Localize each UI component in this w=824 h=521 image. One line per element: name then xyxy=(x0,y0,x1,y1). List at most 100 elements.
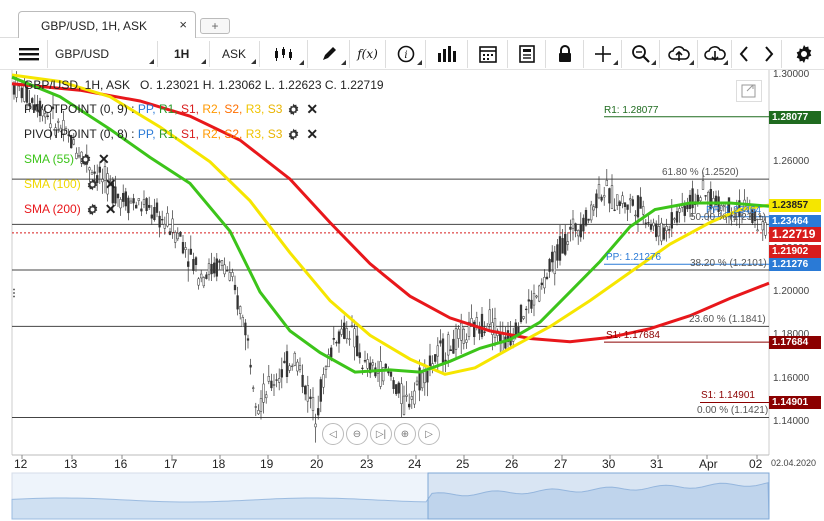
price-tick: 1.26000 xyxy=(773,155,810,167)
pivot1-label-s1: S1, xyxy=(180,102,203,116)
zoom-icon[interactable] xyxy=(622,40,660,68)
crosshair-icon[interactable] xyxy=(584,40,622,68)
pivot2-sep: : xyxy=(127,127,138,141)
gear-icon[interactable] xyxy=(86,178,99,191)
time-tick: 25 xyxy=(456,457,470,471)
symbol-select[interactable]: GBP/USD xyxy=(48,41,158,67)
add-tab-button[interactable]: + xyxy=(200,18,230,34)
close-icon[interactable]: ✕ xyxy=(306,101,319,117)
next-icon[interactable] xyxy=(756,40,782,68)
pivot1-label-r1: R1, xyxy=(158,102,181,116)
price-tag: 1.21902 xyxy=(769,244,821,258)
sma200-label: SMA (200) xyxy=(24,202,81,216)
symbol-select-value: GBP/USD xyxy=(55,47,110,61)
level-label: S1: 1.17684 xyxy=(606,330,660,342)
pivot2-name: PIVOTPOINT (0, 8) xyxy=(24,127,128,141)
close-icon[interactable]: ✕ xyxy=(104,176,117,192)
close-icon[interactable]: ✕ xyxy=(104,201,117,217)
time-tick: 13 xyxy=(64,457,78,471)
time-tick: 12 xyxy=(14,457,28,471)
price-tick: 1.14000 xyxy=(773,416,810,427)
time-tick: Apr xyxy=(699,457,718,471)
gear-icon[interactable] xyxy=(287,103,300,116)
time-tick: 27 xyxy=(554,457,568,471)
timeframe-select[interactable]: 1H xyxy=(158,41,210,67)
pivot1-label-r2: R2, xyxy=(202,102,225,116)
scroll-left-button[interactable]: ◁ xyxy=(322,423,344,445)
scroll-right-button[interactable]: ▷ xyxy=(418,423,440,445)
report-icon[interactable] xyxy=(508,40,546,68)
sma200-line xyxy=(11,82,770,344)
price-chart[interactable] xyxy=(0,70,824,521)
chart-tab-label: GBP/USD, 1H, ASK xyxy=(41,19,148,33)
chart-tab[interactable]: GBP/USD, 1H, ASK × xyxy=(18,11,196,38)
reset-view-button[interactable]: ▷| xyxy=(370,423,392,445)
pivot2-labels: PP, R1, S1, R2, S2, R3, S3 xyxy=(138,127,283,141)
settings-icon[interactable] xyxy=(788,40,820,68)
ohlc-text: GBP/USD, 1H, ASK O. 1.23021 H. 1.23062 L… xyxy=(24,78,384,92)
price-side-select[interactable]: ASK xyxy=(210,41,260,67)
level-label: 23.60 % (1.1841) xyxy=(689,314,766,326)
price-tag: 1.23857 xyxy=(769,199,821,213)
draw-icon[interactable] xyxy=(308,40,350,68)
gear-icon[interactable] xyxy=(287,128,300,141)
pivot1-label-r3: R3, xyxy=(245,102,268,116)
level-label: S1: 1.14901 xyxy=(701,390,755,402)
pivot1-label-s2: S2, xyxy=(224,102,246,116)
close-icon[interactable]: ✕ xyxy=(98,151,110,167)
zoom-out-button[interactable]: ⊖ xyxy=(346,423,368,445)
time-tick: 31 xyxy=(650,457,664,471)
level-label: 61.80 % (1.2520) xyxy=(662,167,739,179)
pivot2-label-r3: R3, xyxy=(245,127,268,141)
upload-icon[interactable] xyxy=(660,40,698,68)
menu-icon[interactable] xyxy=(10,40,48,68)
lock-icon[interactable] xyxy=(546,40,584,68)
level-label: 0.00 % (1.1421) xyxy=(697,405,769,417)
expand-icon[interactable] xyxy=(736,80,762,102)
level-label: 38.20 % (1.2101) xyxy=(690,257,767,269)
time-tick: 17 xyxy=(164,457,178,471)
pivot2-label-r1: R1, xyxy=(158,127,181,141)
function-icon[interactable]: f(x) xyxy=(350,40,386,68)
pivot1-label-pp: PP, xyxy=(137,102,159,116)
drag-handle[interactable]: ⋮ xyxy=(9,288,19,299)
sma100-legend: SMA (100) ✕ xyxy=(24,177,116,191)
close-icon[interactable]: ✕ xyxy=(306,126,319,142)
candles-icon[interactable] xyxy=(260,40,308,68)
pivot2-label-s1: S1, xyxy=(180,127,203,141)
price-tag: 1.17684 xyxy=(769,336,821,350)
download-icon[interactable] xyxy=(698,40,732,68)
pivot2-label-pp: PP, xyxy=(137,127,159,141)
level-label: R1: 1.28077 xyxy=(604,104,659,116)
date-stamp: 02.04.2020 xyxy=(771,458,817,468)
info-icon[interactable]: i xyxy=(386,40,426,68)
time-tick: 02 xyxy=(749,457,763,471)
price-side-value: ASK xyxy=(222,47,247,61)
volume-icon[interactable] xyxy=(426,40,468,68)
gear-icon[interactable] xyxy=(79,153,92,166)
sma55-line xyxy=(11,75,770,374)
chart-nav-controls: ◁ ⊖ ▷| ⊕ ▷ xyxy=(322,423,440,445)
price-tick: 1.16000 xyxy=(773,372,810,384)
sma55-label: SMA (55) xyxy=(24,152,75,166)
gear-icon[interactable] xyxy=(86,203,99,216)
price-tag: 1.14901 xyxy=(769,396,821,410)
price-tick: 1.30000 xyxy=(773,69,810,80)
time-tick: 18 xyxy=(212,457,226,471)
prev-icon[interactable] xyxy=(734,40,754,68)
toolbar: GBP/USD 1H ASK f(x) i xyxy=(0,38,824,70)
pivot2-label-r2: R2, xyxy=(202,127,225,141)
price-tag: 1.28077 xyxy=(769,110,821,124)
level-label: PP: 1.23464 xyxy=(706,204,762,216)
pivot2-label-s3: S3 xyxy=(267,127,283,141)
calendar-icon[interactable] xyxy=(468,40,508,68)
pivot1-label-s3: S3 xyxy=(267,102,283,116)
close-icon[interactable]: × xyxy=(179,17,187,32)
time-tick: 26 xyxy=(505,457,519,471)
ohlc-legend: GBP/USD, 1H, ASK O. 1.23021 H. 1.23062 L… xyxy=(24,78,384,92)
time-tick: 23 xyxy=(360,457,374,471)
price-tag: 1.23464 xyxy=(769,214,821,228)
timeframe-value: 1H xyxy=(174,47,190,61)
zoom-in-button[interactable]: ⊕ xyxy=(394,423,416,445)
time-tick: 24 xyxy=(408,457,422,471)
